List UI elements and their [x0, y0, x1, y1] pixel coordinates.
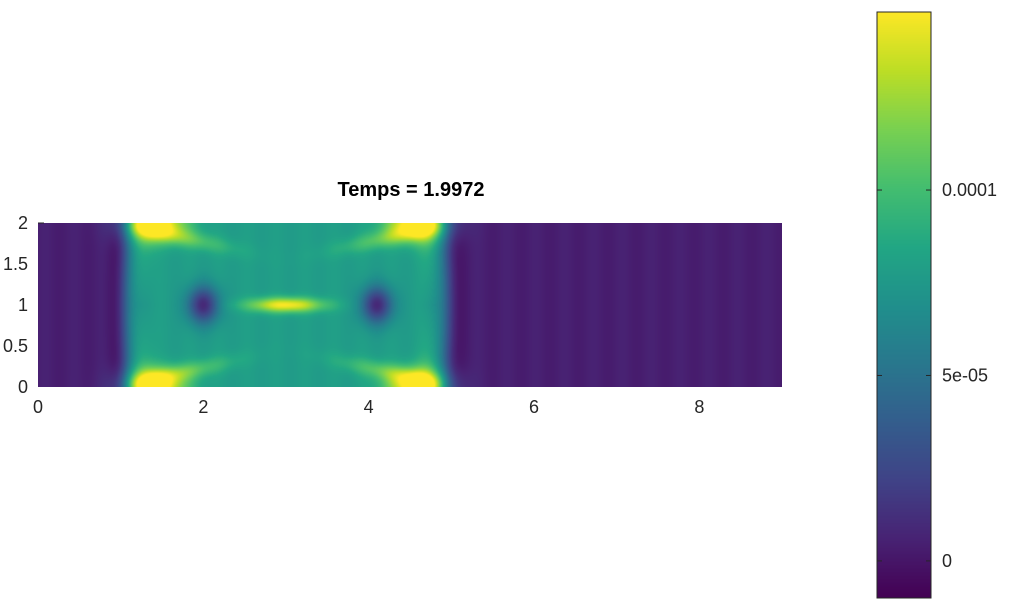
colorbar-tick-label: 0 [942, 551, 952, 571]
colorbar-ticks: 0 5e-05 0.0001 [877, 180, 997, 571]
y-tick-label: 1 [18, 295, 28, 315]
colorbar-tick-label: 0.0001 [942, 180, 997, 200]
colorbar-surface [877, 12, 931, 598]
y-tick-label: 0 [18, 377, 28, 397]
x-tick-label: 2 [198, 397, 208, 417]
x-tick-label: 8 [694, 397, 704, 417]
colorbar-canvas [877, 12, 931, 598]
y-tick-label: 1.5 [3, 254, 28, 274]
x-tick-label: 0 [33, 397, 43, 417]
y-axis: 0 0.5 1 1.5 2 [3, 213, 28, 397]
chart-title: Temps = 1.9972 [338, 179, 485, 201]
colorbar-frame [876, 11, 932, 599]
heatmap-canvas [38, 223, 782, 387]
colorbar-tick-label: 5e-05 [942, 365, 988, 385]
colorbar: 0 5e-05 0.0001 [876, 11, 997, 599]
y-tick-label: 2 [18, 213, 28, 233]
plot-area [38, 222, 782, 387]
y-tick-label: 0.5 [3, 336, 28, 356]
x-tick-label: 6 [529, 397, 539, 417]
x-tick-label: 4 [364, 397, 374, 417]
x-axis: 0 2 4 6 8 [33, 397, 704, 417]
heatmap-surface [38, 223, 782, 387]
